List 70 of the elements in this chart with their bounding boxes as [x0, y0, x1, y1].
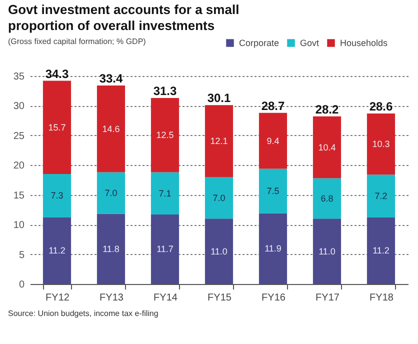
total-label: 28.7: [261, 98, 285, 113]
chart-subtitle: (Gross fixed capital formation; % GDP): [8, 36, 146, 46]
data-label: 7.3: [50, 190, 64, 201]
data-label: 11.0: [318, 246, 336, 256]
bar: [96, 214, 126, 284]
y-tick-label: 35: [13, 72, 25, 82]
x-tick-label: FY12: [46, 292, 70, 304]
legend-label: Corporate: [239, 38, 280, 48]
bar: [204, 177, 234, 219]
x-tick-label: FY18: [370, 292, 394, 304]
data-label: 12.5: [156, 130, 174, 140]
bar: [150, 98, 180, 172]
bar: [150, 214, 180, 284]
data-label: 7.1: [158, 188, 172, 198]
y-tick-label: 0: [18, 280, 25, 290]
y-tick-label: 20: [13, 160, 25, 172]
total-label: 33.4: [99, 72, 123, 86]
x-tick-label: FY17: [316, 292, 340, 304]
data-label: 10.3: [372, 139, 390, 150]
bar: [150, 172, 180, 214]
data-label: 11.9: [264, 244, 282, 254]
y-tick-label: 5: [18, 250, 25, 261]
total-label: 28.2: [315, 102, 339, 116]
data-label: 7.2: [374, 191, 388, 202]
x-tick-label: FY15: [208, 292, 232, 304]
bar: [312, 218, 342, 284]
bar: [204, 218, 234, 284]
y-tick-label: 30: [13, 101, 25, 112]
bar: [42, 80, 72, 174]
data-label: 11.2: [48, 246, 66, 256]
x-tick-label: FY14: [154, 292, 178, 304]
data-label: 11.2: [372, 246, 390, 256]
total-label: 28.6: [369, 99, 393, 114]
data-label: 10.4: [318, 142, 336, 152]
chart-title: Govt investment accounts for a small proportion of overall investments: [8, 2, 240, 33]
x-tick-label: FY13: [100, 292, 124, 304]
bar: [96, 172, 126, 214]
total-label: 30.1: [207, 91, 231, 106]
y-tick-label: 10: [13, 220, 25, 232]
data-label: 15.7: [48, 122, 66, 132]
bar: [42, 174, 72, 218]
y-tick-label: 15: [13, 190, 25, 202]
bar: [312, 178, 342, 219]
bar: [366, 217, 396, 284]
data-label: 7.5: [266, 186, 280, 196]
total-label: 31.3: [153, 84, 177, 98]
data-label: 12.1: [210, 136, 228, 146]
data-label: 7.0: [104, 188, 118, 198]
bar: [204, 105, 234, 178]
bar: [258, 112, 288, 169]
data-label: 11.8: [102, 244, 120, 254]
source-note: Source: Union budgets, income tax e-filing: [8, 309, 158, 318]
legend-label: Govt: [300, 38, 320, 48]
bar: [312, 116, 342, 178]
data-label: 14.6: [102, 124, 120, 134]
bar: [258, 168, 288, 214]
bar: [366, 174, 396, 218]
data-label: 6.8: [320, 193, 334, 204]
data-label: 7.0: [212, 192, 226, 203]
bar: [42, 217, 72, 284]
bar: [366, 113, 396, 175]
legend-label: Households: [340, 38, 388, 48]
data-label: 11.0: [210, 246, 228, 256]
data-label: 11.7: [156, 244, 174, 254]
bar: [96, 86, 126, 172]
x-tick-label: FY16: [262, 292, 286, 304]
total-label: 34.3: [45, 66, 69, 81]
y-tick-label: 25: [13, 130, 25, 142]
bar: [258, 213, 288, 284]
data-label: 9.4: [266, 136, 280, 146]
